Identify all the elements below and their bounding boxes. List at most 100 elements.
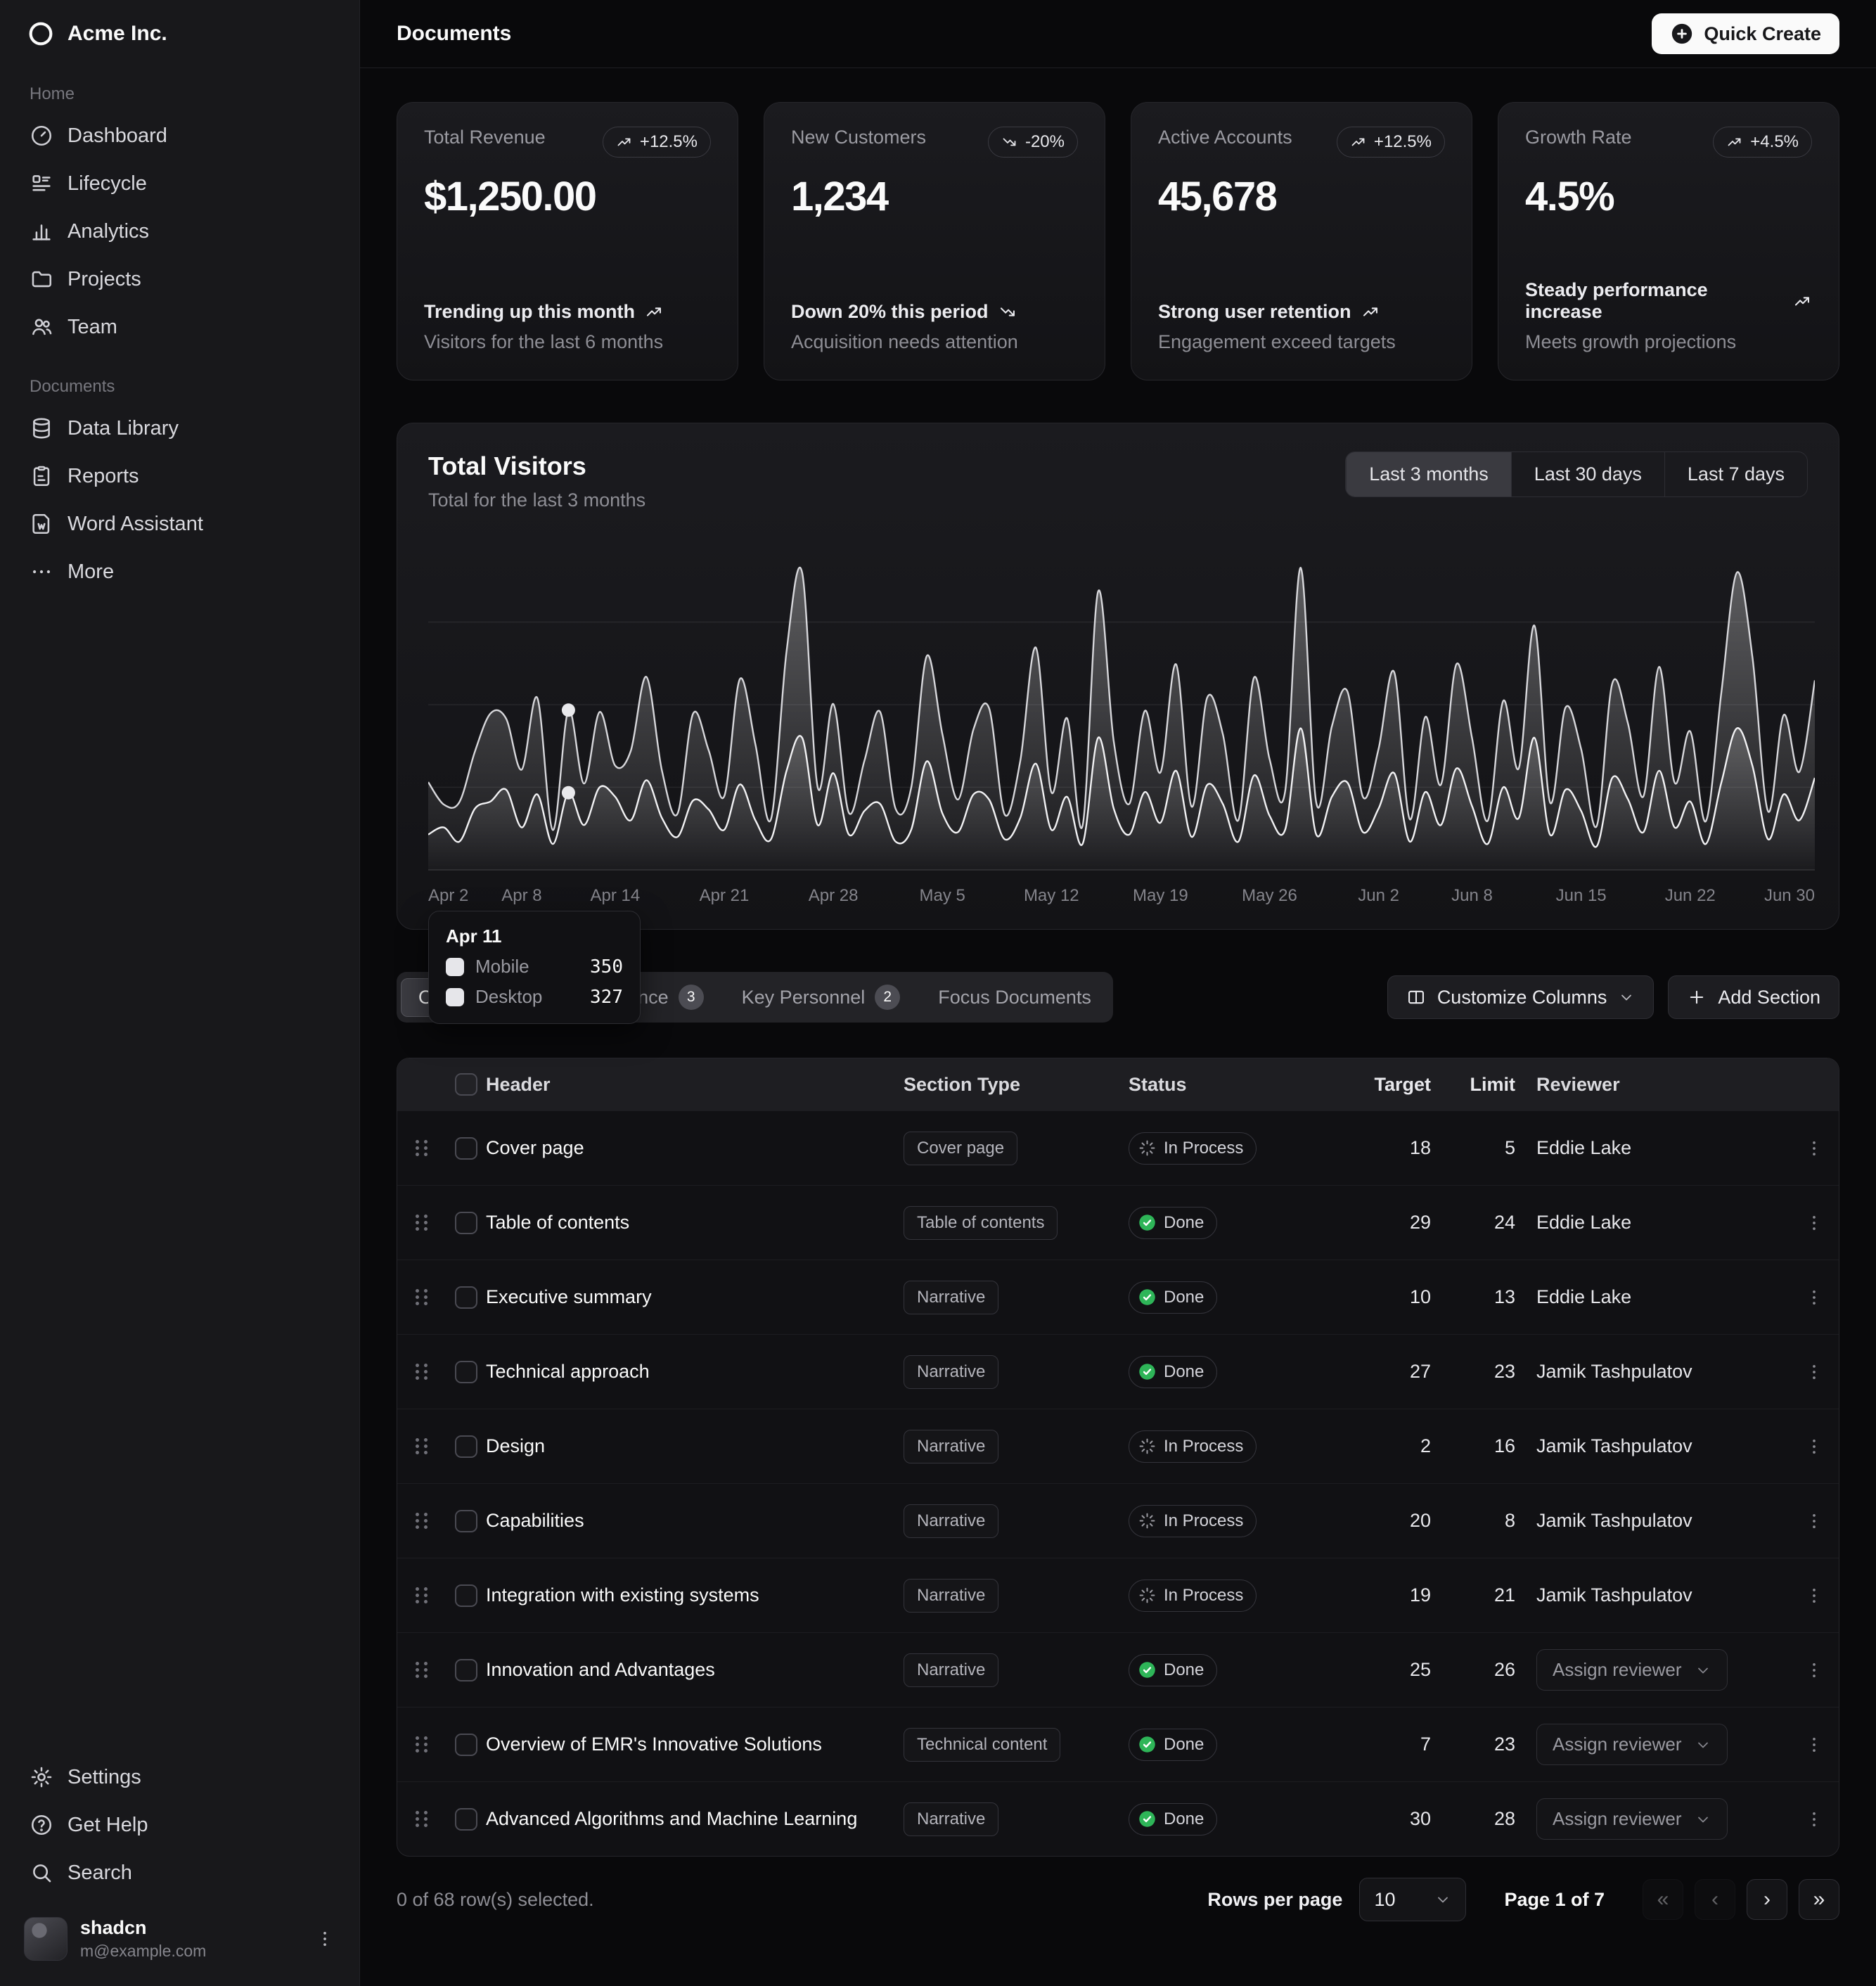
add-section-button[interactable]: Add Section	[1668, 975, 1839, 1019]
row-checkbox[interactable]	[455, 1435, 477, 1458]
table-row[interactable]: Capabilities Narrative In Process 20 8	[397, 1483, 1839, 1558]
target-value[interactable]: 30	[1347, 1808, 1452, 1830]
chart-plot-area[interactable]: Apr 2Apr 8Apr 14Apr 21Apr 28May 5May 12M…	[428, 539, 1808, 911]
sidebar-item[interactable]: Lifecycle	[14, 160, 345, 207]
row-checkbox[interactable]	[455, 1286, 477, 1309]
pagination-button[interactable]: ‹	[1695, 1879, 1735, 1920]
sidebar-item[interactable]: Team	[14, 304, 345, 350]
sidebar-item[interactable]: More	[14, 549, 345, 595]
drag-handle[interactable]	[416, 1364, 429, 1380]
row-checkbox[interactable]	[455, 1510, 477, 1532]
sidebar-item[interactable]: Word Assistant	[14, 501, 345, 547]
row-header-title[interactable]: Executive summary	[486, 1286, 904, 1308]
row-menu-button[interactable]	[1804, 1511, 1825, 1532]
sidebar-item[interactable]: Reports	[14, 453, 345, 499]
row-checkbox[interactable]	[455, 1137, 477, 1160]
time-range-button[interactable]: Last 7 days	[1664, 452, 1807, 496]
limit-value[interactable]: 23	[1452, 1734, 1536, 1755]
time-range-button[interactable]: Last 30 days	[1511, 452, 1664, 496]
row-menu-button[interactable]	[1804, 1138, 1825, 1159]
limit-value[interactable]: 5	[1452, 1137, 1536, 1159]
row-menu-button[interactable]	[1804, 1660, 1825, 1681]
limit-value[interactable]: 23	[1452, 1361, 1536, 1383]
drag-handle[interactable]	[416, 1289, 429, 1305]
drag-handle[interactable]	[416, 1811, 429, 1827]
sidebar-item[interactable]: Dashboard	[14, 113, 345, 159]
target-value[interactable]: 27	[1347, 1361, 1452, 1383]
limit-value[interactable]: 21	[1452, 1584, 1536, 1606]
table-row[interactable]: Executive summary Narrative Done 10 13	[397, 1260, 1839, 1334]
row-header-title[interactable]: Advanced Algorithms and Machine Learning	[486, 1808, 904, 1830]
time-range-button[interactable]: Last 3 months	[1346, 452, 1511, 496]
row-header-title[interactable]: Technical approach	[486, 1361, 904, 1383]
row-header-title[interactable]: Integration with existing systems	[486, 1584, 904, 1606]
sidebar-item[interactable]: Data Library	[14, 405, 345, 451]
drag-handle[interactable]	[416, 1438, 429, 1454]
drag-handle[interactable]	[416, 1215, 429, 1231]
target-value[interactable]: 20	[1347, 1510, 1452, 1532]
limit-value[interactable]: 16	[1452, 1435, 1536, 1457]
row-menu-button[interactable]	[1804, 1287, 1825, 1308]
drag-handle[interactable]	[416, 1587, 429, 1603]
row-header-title[interactable]: Design	[486, 1435, 904, 1457]
target-value[interactable]: 2	[1347, 1435, 1452, 1457]
limit-value[interactable]: 24	[1452, 1212, 1536, 1234]
row-header-title[interactable]: Overview of EMR's Innovative Solutions	[486, 1734, 904, 1755]
row-checkbox[interactable]	[455, 1361, 477, 1383]
row-checkbox[interactable]	[455, 1212, 477, 1234]
select-all-checkbox[interactable]	[455, 1073, 477, 1096]
row-menu-button[interactable]	[1804, 1734, 1825, 1755]
row-checkbox[interactable]	[455, 1584, 477, 1607]
sidebar-item[interactable]: Analytics	[14, 208, 345, 255]
table-row[interactable]: Advanced Algorithms and Machine Learning…	[397, 1781, 1839, 1856]
row-header-title[interactable]: Cover page	[486, 1137, 904, 1159]
quick-create-button[interactable]: Quick Create	[1652, 13, 1839, 54]
table-row[interactable]: Table of contents Table of contents Done…	[397, 1185, 1839, 1260]
sidebar-item[interactable]: Projects	[14, 256, 345, 302]
brand[interactable]: Acme Inc.	[0, 0, 359, 59]
limit-value[interactable]: 13	[1452, 1286, 1536, 1308]
row-checkbox[interactable]	[455, 1734, 477, 1756]
rows-per-page-select[interactable]: 10	[1359, 1878, 1466, 1921]
table-row[interactable]: Technical approach Narrative Done 27 23	[397, 1334, 1839, 1409]
customize-columns-button[interactable]: Customize Columns	[1387, 975, 1655, 1019]
target-value[interactable]: 10	[1347, 1286, 1452, 1308]
assign-reviewer-button[interactable]: Assign reviewer	[1536, 1649, 1728, 1691]
row-menu-button[interactable]	[1804, 1436, 1825, 1457]
row-menu-button[interactable]	[1804, 1585, 1825, 1606]
row-header-title[interactable]: Innovation and Advantages	[486, 1659, 904, 1681]
sidebar-item[interactable]: Search	[14, 1850, 345, 1896]
table-row[interactable]: Overview of EMR's Innovative Solutions T…	[397, 1707, 1839, 1781]
target-value[interactable]: 18	[1347, 1137, 1452, 1159]
target-value[interactable]: 19	[1347, 1584, 1452, 1606]
drag-handle[interactable]	[416, 1736, 429, 1753]
view-tab[interactable]: Focus Documents	[920, 978, 1109, 1017]
row-header-title[interactable]: Table of contents	[486, 1212, 904, 1234]
limit-value[interactable]: 26	[1452, 1659, 1536, 1681]
pagination-button[interactable]: »	[1799, 1879, 1839, 1920]
target-value[interactable]: 29	[1347, 1212, 1452, 1234]
row-checkbox[interactable]	[455, 1659, 477, 1681]
pagination-button[interactable]: ›	[1747, 1879, 1787, 1920]
assign-reviewer-button[interactable]: Assign reviewer	[1536, 1724, 1728, 1765]
row-menu-button[interactable]	[1804, 1212, 1825, 1234]
drag-handle[interactable]	[416, 1140, 429, 1156]
pagination-button[interactable]: «	[1643, 1879, 1683, 1920]
user-menu[interactable]: shadcn m@example.com	[14, 1910, 345, 1968]
table-row[interactable]: Design Narrative In Process 2 16	[397, 1409, 1839, 1483]
table-row[interactable]: Cover page Cover page In Process 18 5	[397, 1110, 1839, 1185]
target-value[interactable]: 25	[1347, 1659, 1452, 1681]
drag-handle[interactable]	[416, 1662, 429, 1678]
drag-handle[interactable]	[416, 1513, 429, 1529]
sidebar-item[interactable]: Get Help	[14, 1802, 345, 1848]
limit-value[interactable]: 28	[1452, 1808, 1536, 1830]
limit-value[interactable]: 8	[1452, 1510, 1536, 1532]
row-checkbox[interactable]	[455, 1808, 477, 1831]
target-value[interactable]: 7	[1347, 1734, 1452, 1755]
row-menu-button[interactable]	[1804, 1809, 1825, 1830]
table-row[interactable]: Innovation and Advantages Narrative Done…	[397, 1632, 1839, 1707]
view-tab[interactable]: Key Personnel 2	[724, 976, 918, 1018]
row-header-title[interactable]: Capabilities	[486, 1510, 904, 1532]
table-row[interactable]: Integration with existing systems Narrat…	[397, 1558, 1839, 1632]
row-menu-button[interactable]	[1804, 1362, 1825, 1383]
